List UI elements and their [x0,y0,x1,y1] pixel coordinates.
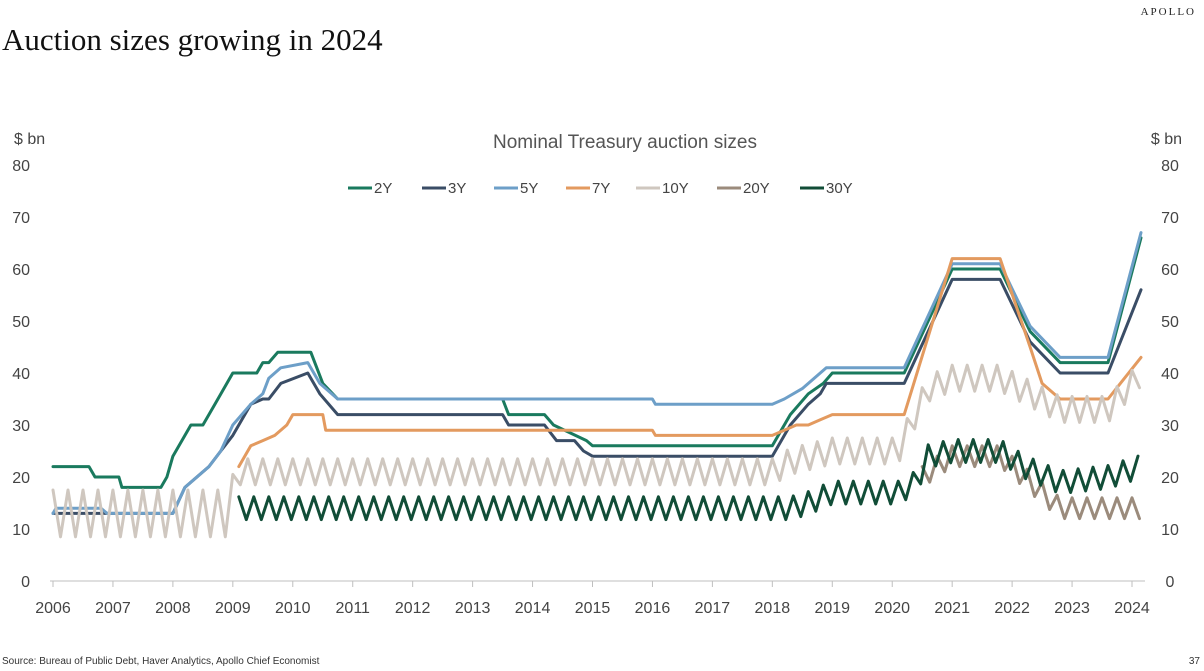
series-line-7y [237,257,1143,469]
series-line-20y [920,444,1141,521]
right-axis-unit: $ bn [1151,131,1182,148]
x-ticks: 2006 2007 2008 2009 2010 2011 2012 2013 2014 2015… [35,581,1150,617]
x-tick-label: 2009 [215,600,251,617]
legend-label: 20Y [743,180,770,197]
x-tick-label: 2011 [336,600,371,617]
legend-label: 5Y [520,180,538,197]
series-line-5y [51,231,1143,515]
legend-label: 3Y [448,180,466,197]
page-number: 37 [1188,656,1200,667]
legend-label: 2Y [374,180,392,197]
y-tick-label-right: 60 [1161,262,1179,279]
y-tick-label-right: 10 [1161,522,1179,539]
legend-label: 7Y [592,180,610,197]
y-tick-label-right: 50 [1161,314,1179,331]
x-tick-label: 2016 [635,600,671,617]
legend: 2Y 3Y 5Y 7Y 10Y 20Y 30Y [348,180,853,197]
x-tick-label: 2018 [755,600,791,617]
y-tick-label-right: 80 [1161,158,1179,175]
apollo-brand: APOLLO [1140,6,1196,18]
x-tick-label: 2012 [395,600,431,617]
y-tick-label-left: 60 [12,262,30,279]
x-tick-label: 2010 [275,600,311,617]
source-note: Source: Bureau of Public Debt, Haver Ana… [2,656,320,667]
y-tick-label-left: 20 [12,470,30,487]
x-tick-label: 2008 [155,600,191,617]
y-tick-label-left: 70 [12,210,30,227]
series-lines [51,231,1143,539]
x-tick-label: 2007 [95,600,131,617]
y-tick-label-left: 80 [12,158,30,175]
y-tick-label-left: 30 [12,418,30,435]
y-tick-label-right: 30 [1161,418,1179,435]
y-tick-label-right: 0 [1166,574,1175,591]
x-tick-label: 2006 [35,600,71,617]
x-tick-label: 2013 [455,600,491,617]
y-tick-label-left: 50 [12,314,30,331]
x-tick-label: 2023 [1054,600,1090,617]
x-tick-label: 2022 [994,600,1030,617]
y-tick-label-left: 0 [21,574,30,591]
y-tick-label-right: 70 [1161,210,1179,227]
auction-size-chart: Nominal Treasury auction sizes $ bn $ bn… [12,131,1182,617]
chart-title: Nominal Treasury auction sizes [493,132,757,153]
y-ticks-left: 0 10 20 30 40 50 60 70 80 [12,158,30,591]
slide-title: Auction sizes growing in 2024 [2,22,383,57]
y-tick-label-left: 10 [12,522,30,539]
series-line-10y [51,363,1141,539]
x-tick-label: 2020 [874,600,910,617]
x-tick-label: 2019 [814,600,850,617]
x-tick-label: 2014 [515,600,551,617]
x-tick-label: 2021 [934,600,970,617]
x-tick-label: 2017 [695,600,731,617]
legend-label: 30Y [826,180,853,197]
legend-label: 10Y [662,180,689,197]
y-ticks-right: 0 10 20 30 40 50 60 70 80 [1161,158,1179,591]
y-tick-label-left: 40 [12,366,30,383]
x-tick-label: 2015 [575,600,611,617]
series-line-30y [237,438,1140,522]
y-tick-label-right: 40 [1161,366,1179,383]
x-tick-label: 2024 [1114,600,1150,617]
left-axis-unit: $ bn [14,131,45,148]
y-tick-label-right: 20 [1161,470,1179,487]
